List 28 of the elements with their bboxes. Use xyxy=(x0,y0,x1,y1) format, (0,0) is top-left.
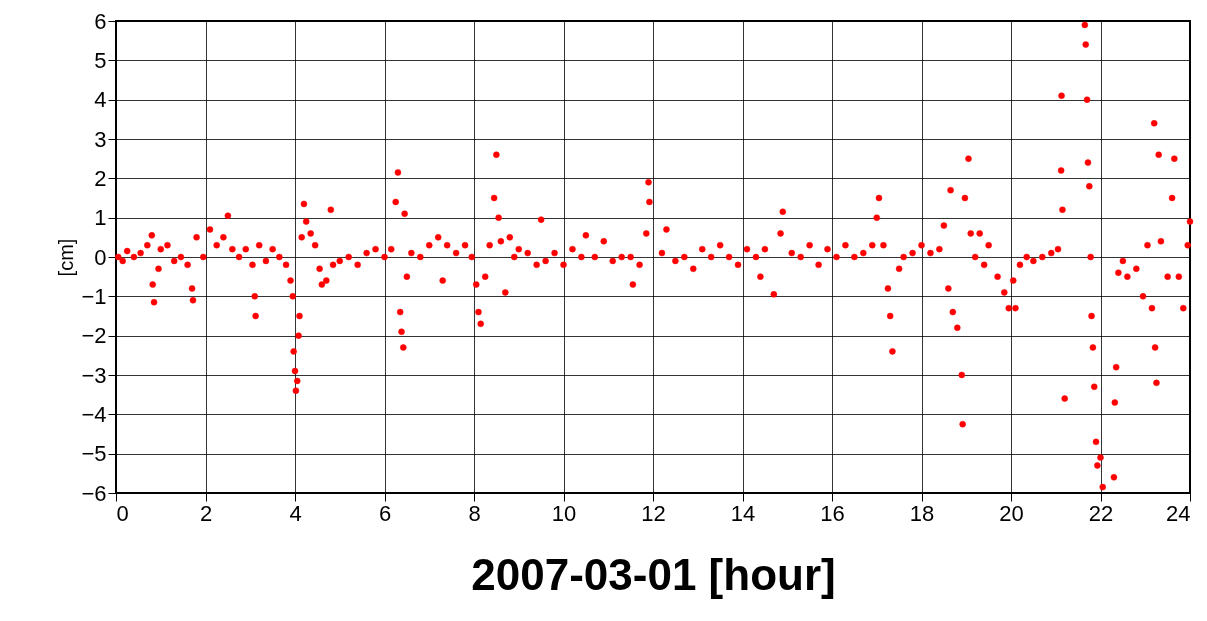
x-tick-label: 0 xyxy=(116,500,129,526)
x-tick-label: 6 xyxy=(378,500,392,526)
y-tick-label: 2 xyxy=(94,165,107,191)
x-tick-label: 18 xyxy=(909,500,935,526)
x-tick-label: 4 xyxy=(289,500,302,526)
y-tick-label: −1 xyxy=(81,283,107,309)
x-tick-label: 10 xyxy=(551,500,577,526)
y-tick-label: −5 xyxy=(81,441,107,467)
x-tick-label: 20 xyxy=(999,500,1024,526)
y-tick-label: 3 xyxy=(94,126,107,152)
y-tick-label: −3 xyxy=(81,362,107,388)
y-tick-label: 6 xyxy=(94,8,107,34)
x-tick-label: 8 xyxy=(468,500,481,526)
x-tick-label: 14 xyxy=(730,500,756,526)
y-tick-label: −6 xyxy=(81,480,107,506)
y-tick-label: 5 xyxy=(94,47,107,73)
y-tick-label: 1 xyxy=(94,205,107,231)
y-tick-label: 0 xyxy=(94,244,107,270)
y-tick-label: −4 xyxy=(81,401,107,427)
x-axis-title: 2007-03-01 [hour] xyxy=(471,549,836,599)
y-axis-title: [cm] xyxy=(55,238,78,277)
y-tick-label: −2 xyxy=(81,323,107,349)
x-tick-label: 24 xyxy=(1166,500,1191,526)
x-tick-label: 12 xyxy=(641,500,666,526)
x-tick-label: 16 xyxy=(820,500,845,526)
y-tick-label: 4 xyxy=(94,87,107,113)
x-tick-label: 22 xyxy=(1088,500,1114,526)
x-tick-label: 2 xyxy=(199,500,213,526)
